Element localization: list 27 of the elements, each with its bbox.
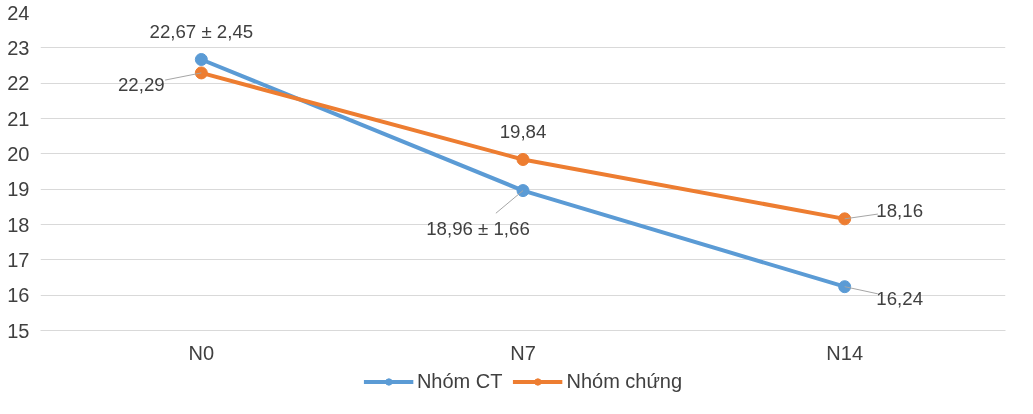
y-tick-label: 16 (7, 284, 30, 307)
x-tick-label: N0 (188, 341, 215, 364)
x-tick-label: N7 (510, 341, 536, 364)
point (194, 53, 208, 66)
point (838, 212, 852, 226)
y-tick-label: 15 (7, 319, 30, 342)
legend-label: Nhóm CT (416, 369, 503, 393)
y-tick-label: 18 (7, 213, 30, 236)
data-label: 16,24 (876, 288, 924, 310)
point (194, 66, 208, 80)
y-tick-label: 17 (7, 248, 30, 271)
y-tick-label: 22 (7, 72, 30, 95)
y-tick-label: 21 (7, 107, 30, 130)
data-label: 19,84 (499, 120, 547, 142)
data-label: 22,29 (117, 74, 165, 96)
y-tick-label: 20 (7, 142, 30, 165)
data-label: 22,67 ± 2,45 (149, 20, 254, 42)
data-label: 18,96 ± 1,66 (426, 218, 530, 240)
data-label: 18,16 (876, 200, 924, 222)
y-tick-label: 19 (7, 178, 30, 201)
x-tick-label: N14 (826, 341, 864, 364)
legend-label: Nhóm chứng (566, 369, 683, 393)
point (516, 153, 530, 166)
point (838, 280, 852, 294)
y-tick-label: 23 (7, 36, 30, 59)
y-tick-label: 24 (7, 1, 30, 24)
point (516, 184, 530, 198)
